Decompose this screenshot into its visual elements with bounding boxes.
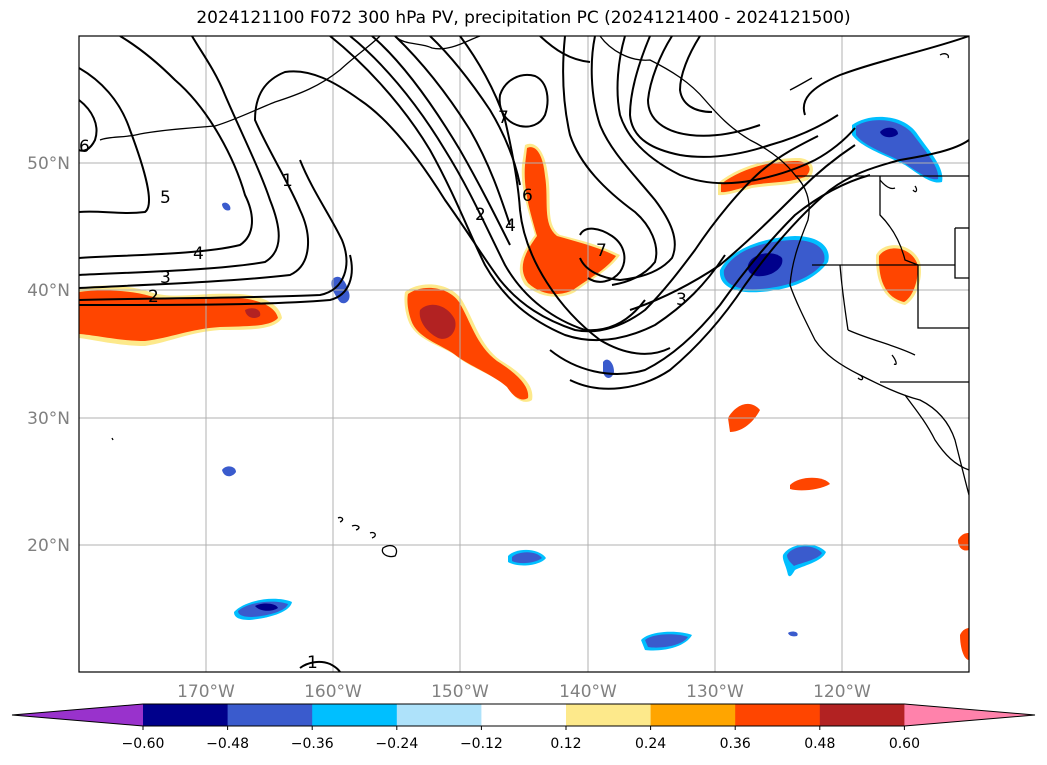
colorbar-segment (143, 704, 229, 726)
map-frame (78, 35, 970, 673)
contour-label: 7 (596, 241, 607, 261)
colorbar-extend-min (12, 704, 143, 726)
colorbar-segment (312, 704, 398, 726)
precip-negative-area (222, 202, 231, 211)
colorbar-segment (227, 704, 313, 726)
latitude-labels: 50°N 40°N 30°N 20°N (27, 154, 70, 556)
lon-label: 130°W (686, 682, 744, 702)
precip-positive-area (958, 532, 969, 551)
colorbar-tick-label: −0.60 (122, 736, 165, 752)
colorbar-tick-label: −0.24 (375, 736, 418, 752)
precip-positive-area (522, 147, 616, 295)
lat-label: 50°N (27, 154, 70, 174)
colorbar-extend-max (904, 704, 1035, 726)
contour-label: 3 (676, 290, 687, 310)
colorbar-tick-label: 0.36 (720, 736, 751, 752)
contour-label: 3 (160, 268, 171, 288)
contour-label: 1 (282, 171, 293, 191)
precip-positive-area (419, 304, 456, 339)
colorbar-tick-label: 0.24 (635, 736, 666, 752)
pv-contours (79, 36, 969, 672)
colorbar-tick-label: 0.12 (550, 736, 581, 752)
precip-negative-area (880, 127, 898, 138)
colorbar-tick-label: 0.48 (804, 736, 835, 752)
lon-label: 160°W (304, 682, 362, 702)
colorbar-segment (650, 704, 736, 726)
lon-label: 140°W (559, 682, 617, 702)
colorbar-segment (819, 704, 905, 726)
page-title: 2024121100 F072 300 hPa PV, precipitatio… (196, 8, 851, 28)
contour-label: 4 (505, 216, 516, 236)
contour-label: 2 (148, 287, 159, 307)
lat-label: 40°N (27, 281, 70, 301)
precip-positive-area (960, 628, 969, 660)
lon-label: 150°W (431, 682, 489, 702)
colorbar-segment (566, 704, 652, 726)
map-coastline (99, 36, 969, 558)
lat-label: 30°N (27, 409, 70, 429)
precip-negative-area (788, 631, 798, 637)
colorbar-tick-label: 0.60 (889, 736, 920, 752)
contour-label: 5 (160, 188, 171, 208)
contour-label: 4 (193, 244, 204, 264)
precip-negative-area (512, 552, 542, 564)
contour-label: 7 (498, 108, 509, 128)
contour-label: 6 (79, 137, 90, 157)
pv-contour-labels: 1 2 2 3 3 4 4 5 6 6 7 7 1 (79, 108, 687, 673)
lat-label: 20°N (27, 536, 70, 556)
lon-label: 120°W (813, 682, 871, 702)
colorbar-tick-label: −0.48 (206, 736, 249, 752)
precip-negative-area (856, 120, 939, 180)
longitude-labels: 170°W 160°W 150°W 140°W 130°W 120°W (177, 682, 871, 702)
contour-label: 1 (307, 653, 318, 673)
precip-positive-area (79, 290, 278, 341)
contour-label: 2 (475, 205, 486, 225)
precip-positive-area (790, 477, 830, 491)
precipitation-shading (79, 116, 969, 660)
contour-label: 6 (522, 186, 533, 206)
colorbar: −0.60 −0.48 −0.36 −0.24 −0.12 0.12 0.24 0.36 0.4… (11, 703, 1036, 752)
precip-positive-area (721, 161, 810, 193)
colorbar-tick-label: −0.12 (460, 736, 503, 752)
colorbar-tick-label: −0.36 (291, 736, 334, 752)
precip-negative-area (222, 466, 236, 477)
precip-negative-area (787, 546, 822, 566)
precip-positive-area (245, 308, 261, 318)
colorbar-segment (396, 704, 482, 726)
precip-negative-area (645, 634, 688, 648)
map-panel: 1 2 2 3 3 4 4 5 6 6 7 7 1 (78, 35, 970, 673)
colorbar-segment (481, 704, 567, 726)
lon-label: 170°W (177, 682, 235, 702)
precip-negative-area (255, 603, 278, 611)
map-background (79, 36, 969, 672)
colorbar-segment (735, 704, 821, 726)
